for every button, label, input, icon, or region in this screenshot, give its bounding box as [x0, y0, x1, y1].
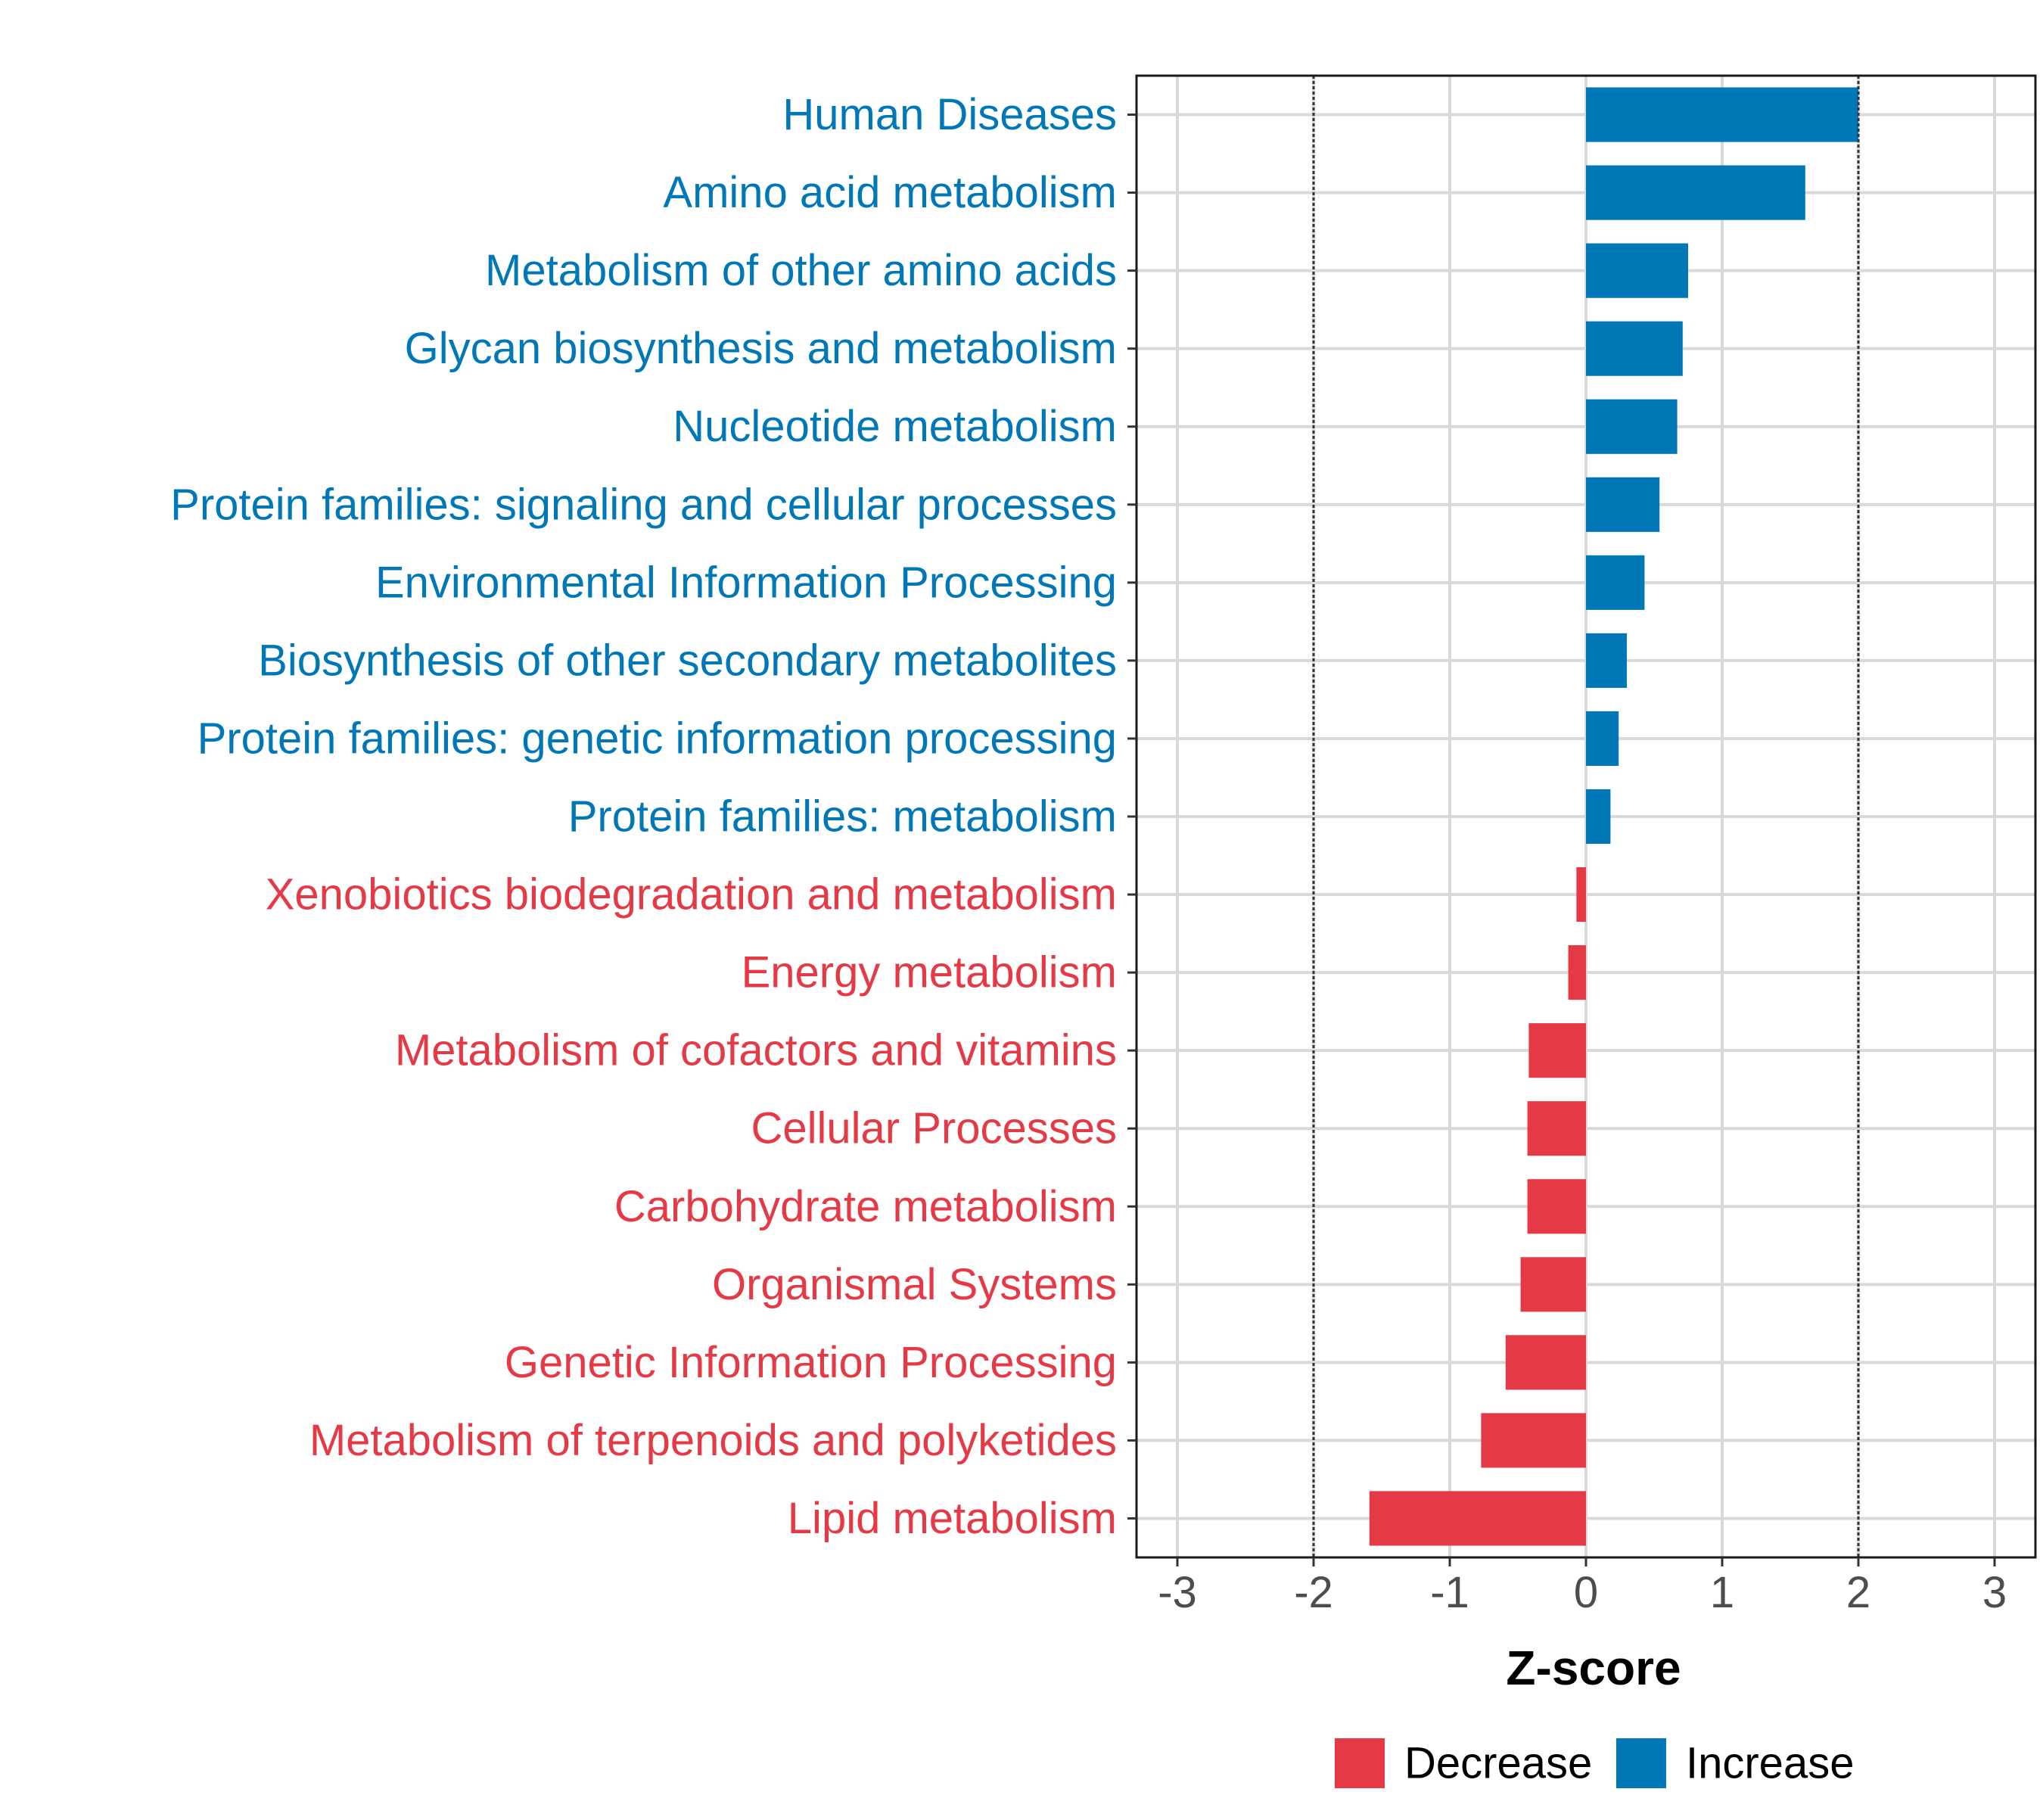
x-tick-label: 3 [1982, 1568, 2007, 1617]
reference-lines [1312, 76, 1860, 1557]
bars-layer [1369, 87, 1858, 1546]
bar [1586, 711, 1619, 767]
bar [1520, 1257, 1586, 1312]
y-tick-label: Organismal Systems [712, 1260, 1117, 1309]
y-tick-label: Environmental Information Processing [375, 558, 1117, 607]
legend-swatch-decrease [1335, 1738, 1385, 1788]
bar [1527, 1101, 1586, 1156]
y-tick-label: Energy metabolism [742, 948, 1117, 997]
x-tick-label: -2 [1294, 1568, 1333, 1617]
bar [1586, 633, 1627, 688]
y-axis-ticks: Human Diseases Amino acid metabolism Metab… [170, 90, 1137, 1543]
x-axis-ticks: -3 -2 -1 0 1 2 3 [1158, 1557, 2007, 1617]
x-tick-label: -1 [1430, 1568, 1469, 1617]
bar [1481, 1413, 1586, 1468]
y-tick-label: Biosynthesis of other secondary metaboli… [258, 636, 1117, 685]
y-tick-label: Protein families: metabolism [568, 792, 1117, 842]
bar [1586, 555, 1645, 610]
x-axis-title: Z-score [1506, 1641, 1681, 1695]
y-tick-label: Genetic Information Processing [505, 1338, 1117, 1387]
y-tick-label: Metabolism of cofactors and vitamins [395, 1026, 1117, 1075]
bar [1586, 399, 1678, 454]
x-tick-label: 0 [1574, 1568, 1598, 1617]
y-tick-label: Metabolism of terpenoids and polyketides [309, 1416, 1117, 1465]
bar [1586, 477, 1660, 532]
bar [1586, 243, 1688, 298]
legend: Decrease Increase [1335, 1738, 1854, 1788]
y-tick-label: Amino acid metabolism [663, 168, 1117, 217]
bar [1369, 1491, 1586, 1546]
legend-label-increase: Increase [1686, 1739, 1854, 1788]
y-tick-label: Human Diseases [782, 90, 1117, 139]
bar [1586, 789, 1611, 845]
y-tick-label: Metabolism of other amino acids [485, 246, 1117, 295]
y-tick-label: Lipid metabolism [788, 1494, 1117, 1543]
bar [1527, 1179, 1586, 1234]
bar [1586, 87, 1858, 142]
bar [1528, 1023, 1586, 1078]
y-tick-label: Glycan biosynthesis and metabolism [405, 324, 1117, 373]
y-tick-label: Nucleotide metabolism [673, 402, 1117, 451]
x-tick-label: -3 [1158, 1568, 1197, 1617]
y-tick-label: Protein families: genetic information pr… [197, 714, 1117, 763]
legend-label-decrease: Decrease [1404, 1739, 1592, 1788]
y-tick-label: Cellular Processes [751, 1104, 1117, 1153]
y-tick-label: Protein families: signaling and cellular… [170, 480, 1117, 529]
bar [1586, 165, 1805, 220]
x-tick-label: 2 [1846, 1568, 1870, 1617]
y-tick-label: Xenobiotics biodegradation and metabolis… [266, 870, 1117, 919]
bar [1568, 945, 1586, 1000]
legend-swatch-increase [1616, 1738, 1666, 1788]
y-tick-label: Carbohydrate metabolism [614, 1182, 1117, 1231]
bar [1505, 1335, 1586, 1390]
x-tick-label: 1 [1710, 1568, 1734, 1617]
bar [1576, 866, 1586, 922]
bar [1586, 321, 1683, 376]
